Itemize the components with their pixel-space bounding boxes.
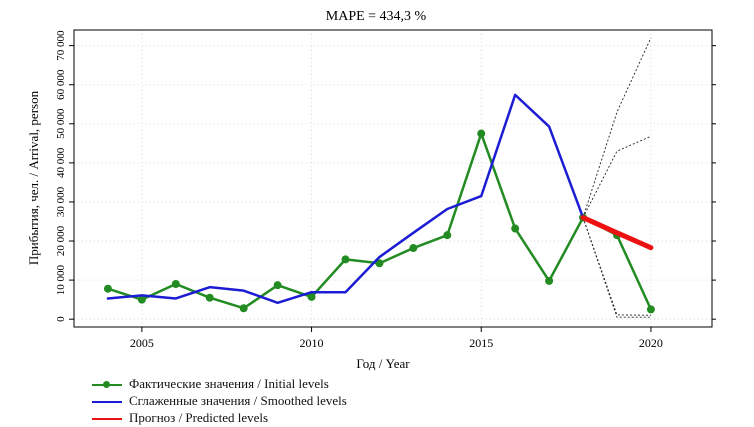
interval-line-1 (582, 135, 652, 218)
series-0-point-8 (375, 259, 384, 268)
interval-layer (582, 37, 652, 318)
legend-label-predicted: Прогноз / Predicted levels (129, 410, 269, 425)
y-tick-label-2: 20 000 (55, 225, 67, 256)
y-axis-label: Прибытия, чел. / Arrival, person (26, 90, 41, 265)
series-0-point-5 (273, 281, 282, 290)
interval-line-3 (582, 217, 651, 318)
x-axis-label: Год / Year (356, 356, 410, 371)
y-tick-label-5: 50 000 (55, 108, 67, 139)
series-0-point-13 (545, 276, 554, 285)
y-tick-label-1: 10 000 (55, 264, 67, 295)
legend-item-initial: Фактические значения / Initial levels (92, 376, 512, 393)
series-line-2 (580, 215, 654, 251)
plot-frame (73, 29, 713, 328)
legend-label-smoothed: Сглаженные значения / Smoothed levels (129, 393, 347, 408)
x-tick-label-0: 2005 (130, 336, 154, 350)
legend: Фактические значения / Initial levels Сг… (92, 376, 512, 427)
series-0-point-0 (103, 284, 112, 293)
y-tick-label-3: 30 000 (55, 186, 67, 217)
series-0-point-4 (239, 304, 248, 313)
legend-label-initial: Фактические значения / Initial levels (129, 376, 329, 391)
legend-marker-initial (103, 381, 110, 388)
series-0-point-3 (205, 293, 214, 302)
y-tick-label-0: 0 (55, 316, 67, 322)
series-0-point-11 (477, 129, 486, 138)
legend-swatch-smoothed (92, 401, 122, 403)
series-line-1 (106, 93, 585, 305)
y-tick-label-4: 40 000 (55, 147, 67, 178)
legend-item-smoothed: Сглаженные значения / Smoothed levels (92, 393, 512, 410)
tick-layer: 2005 2010 2015 2020 0 10 000 20 000 30 000 40 00… (55, 30, 716, 350)
x-tick-label-1: 2010 (300, 336, 324, 350)
series-layer (103, 93, 655, 314)
interval-line-2 (582, 217, 651, 316)
series-0-point-1 (137, 295, 146, 304)
series-0-point-12 (511, 224, 520, 233)
series-0-point-9 (409, 244, 418, 253)
series-line-0 (106, 132, 653, 311)
y-tick-label-7: 70 000 (55, 30, 67, 61)
chart-title: MAPE = 434,3 % (326, 9, 427, 24)
y-tick-label-6: 60 000 (55, 69, 67, 100)
x-tick-label-3: 2020 (639, 336, 663, 350)
series-0-point-7 (341, 255, 350, 264)
legend-item-predicted: Прогноз / Predicted levels (92, 410, 512, 427)
series-0-point-16 (646, 305, 655, 314)
grid-layer (74, 30, 712, 327)
series-0-point-6 (307, 292, 316, 301)
interval-line-0 (582, 37, 652, 218)
legend-swatch-predicted (92, 418, 122, 420)
series-0-point-10 (443, 231, 452, 240)
series-0-point-2 (171, 280, 180, 289)
x-tick-label-2: 2015 (469, 336, 493, 350)
